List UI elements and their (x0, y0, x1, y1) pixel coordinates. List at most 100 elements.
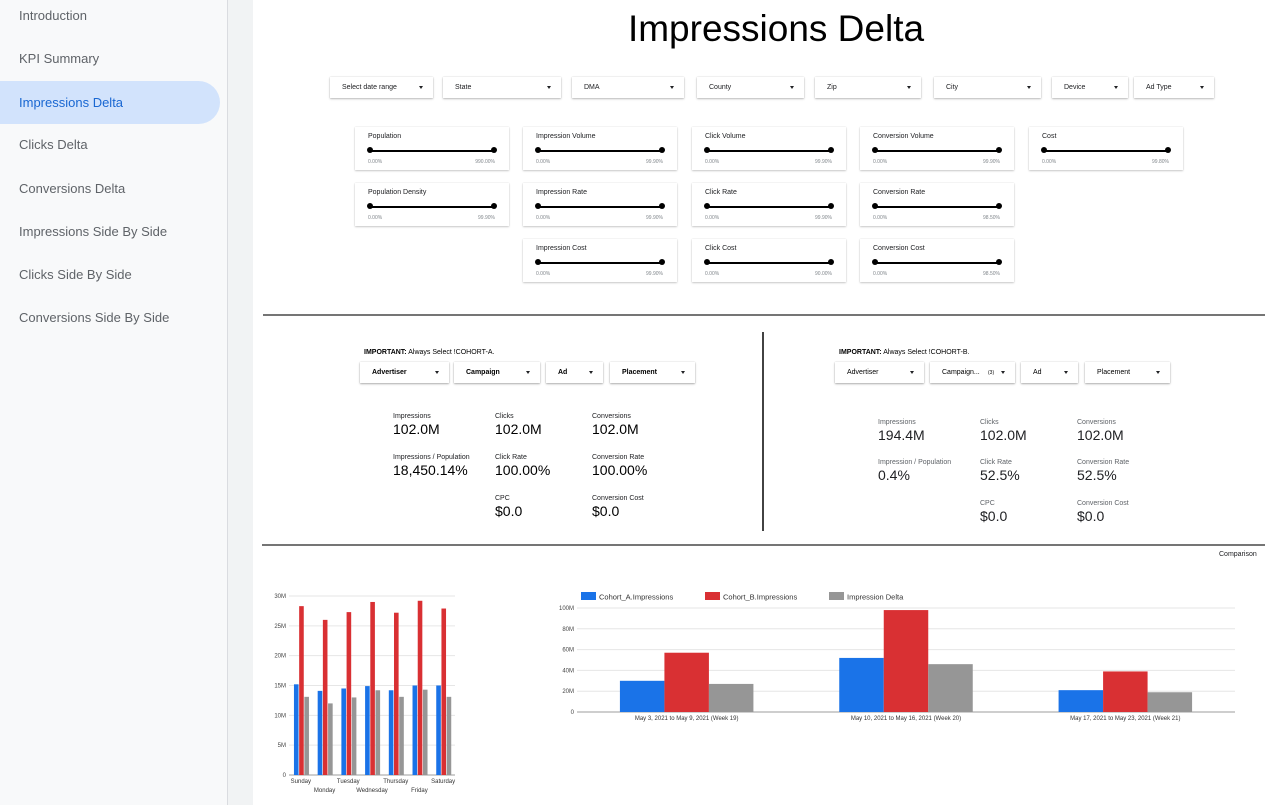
slider-min-handle[interactable] (535, 259, 541, 265)
nav-item-kpi-summary[interactable]: KPI Summary (19, 51, 100, 66)
cohort-b-placement-dropdown[interactable]: Placement (1085, 362, 1170, 383)
slider-max-handle[interactable] (828, 203, 834, 209)
cohort-a-placement-dropdown[interactable]: Placement (610, 362, 695, 383)
cost-slider[interactable]: Cost 0.00% 99.80% (1029, 127, 1183, 170)
nav-item-clicks-side-by-side[interactable]: Clicks Side By Side (19, 267, 132, 282)
state-dropdown[interactable]: State (443, 77, 561, 98)
slider-track (875, 206, 999, 208)
nav-item-clicks-delta[interactable]: Clicks Delta (19, 137, 88, 152)
bar (1147, 692, 1193, 712)
population-slider[interactable]: Population 0.00% 990.00% (355, 127, 509, 170)
slider-min-handle[interactable] (367, 203, 373, 209)
bar (446, 696, 452, 775)
y-tick-label: 5M (278, 743, 286, 749)
dropdown-label: Advertiser (372, 369, 407, 376)
bar (883, 610, 929, 712)
x-tick-label: Saturday (431, 779, 455, 785)
legend-label: Cohort_B.Impressions (723, 593, 797, 602)
slider-max-handle[interactable] (996, 147, 1002, 153)
cohort-b-ad-dropdown[interactable]: Ad (1021, 362, 1078, 383)
click-cost-slider[interactable]: Click Cost 0.00% 90.00% (692, 239, 846, 282)
county-dropdown[interactable]: County (697, 77, 804, 98)
dma-dropdown[interactable]: DMA (572, 77, 684, 98)
kpi-label: Impressions (393, 413, 431, 420)
population-density-slider[interactable]: Population Density 0.00% 99.90% (355, 183, 509, 226)
slider-min-handle[interactable] (1041, 147, 1047, 153)
slider-min-value: 0.00% (705, 271, 720, 277)
city-dropdown[interactable]: City (934, 77, 1041, 98)
date-range-label: Select date range (342, 84, 397, 91)
bar (293, 684, 299, 775)
x-tick-label: May 3, 2021 to May 9, 2021 (Week 19) (635, 716, 739, 722)
slider-min-handle[interactable] (872, 259, 878, 265)
slider-max-handle[interactable] (491, 203, 497, 209)
slider-max-handle[interactable] (491, 147, 497, 153)
cohort-b-advertiser-dropdown[interactable]: Advertiser (835, 362, 924, 383)
slider-max-handle[interactable] (659, 203, 665, 209)
slider-min-handle[interactable] (704, 259, 710, 265)
chevron-down-icon (547, 86, 551, 89)
slider-max-handle[interactable] (996, 203, 1002, 209)
note-text: Always Select !COHORT-A. (406, 349, 495, 356)
conversion-rate-slider[interactable]: Conversion Rate 0.00% 98.50% (860, 183, 1014, 226)
slider-min-value: 0.00% (873, 159, 888, 165)
slider-track (707, 262, 831, 264)
slider-track (538, 206, 662, 208)
slider-max-value: 98.50% (983, 271, 1000, 277)
conversion-cost-slider[interactable]: Conversion Cost 0.00% 98.50% (860, 239, 1014, 282)
cohort-b-click-rate-kpi: Click Rate 52.5% (980, 459, 1020, 483)
impression-volume-slider[interactable]: Impression Volume 0.00% 99.90% (523, 127, 677, 170)
cohort-a-campaign-dropdown[interactable]: Campaign (454, 362, 540, 383)
impression-cost-slider[interactable]: Impression Cost 0.00% 99.90% (523, 239, 677, 282)
slider-min-handle[interactable] (704, 203, 710, 209)
slider-min-handle[interactable] (872, 203, 878, 209)
cohort-a-advertiser-dropdown[interactable]: Advertiser (360, 362, 449, 383)
nav-item-introduction[interactable]: Introduction (19, 8, 87, 23)
bar (422, 689, 428, 775)
slider-min-handle[interactable] (704, 147, 710, 153)
device-label: Device (1064, 84, 1086, 91)
kpi-label: CPC (980, 500, 995, 507)
dropdown-label: Ad (1033, 369, 1042, 376)
device-dropdown[interactable]: Device (1052, 77, 1128, 98)
conversion-volume-slider[interactable]: Conversion Volume 0.00% 99.90% (860, 127, 1014, 170)
nav-item-conversions-side-by-side[interactable]: Conversions Side By Side (19, 310, 170, 325)
cohort-a-note: IMPORTANT: Always Select !COHORT-A. (364, 349, 494, 356)
impression-rate-slider[interactable]: Impression Rate 0.00% 99.90% (523, 183, 677, 226)
cohort-b-campaign-dropdown[interactable]: Campaign... (3) (930, 362, 1015, 383)
slider-max-handle[interactable] (996, 259, 1002, 265)
chevron-down-icon (1027, 86, 1031, 89)
county-label: County (709, 84, 732, 91)
slider-min-handle[interactable] (535, 203, 541, 209)
nav-item-impressions-side-by-side[interactable]: Impressions Side By Side (19, 224, 168, 239)
slider-min-handle[interactable] (535, 147, 541, 153)
kpi-value: 0.4% (878, 467, 910, 483)
slider-min-value: 0.00% (536, 271, 551, 277)
kpi-value: 194.4M (878, 427, 925, 443)
bar (1103, 671, 1148, 712)
slider-max-handle[interactable] (1165, 147, 1171, 153)
slider-max-handle[interactable] (828, 259, 834, 265)
cohort-a-ad-dropdown[interactable]: Ad (546, 362, 603, 383)
slider-min-handle[interactable] (367, 147, 373, 153)
date-range-dropdown[interactable]: Select date range (330, 77, 433, 98)
slider-track (538, 150, 662, 152)
nav-item-impressions-delta[interactable]: Impressions Delta (0, 81, 220, 124)
bar (365, 686, 370, 775)
slider-max-handle[interactable] (659, 147, 665, 153)
nav-item-conversions-delta[interactable]: Conversions Delta (19, 181, 126, 196)
dma-label: DMA (584, 84, 600, 91)
ad-type-dropdown[interactable]: Ad Type (1134, 77, 1214, 98)
zip-dropdown[interactable]: Zip (815, 77, 921, 98)
y-tick-label: 15M (274, 684, 286, 690)
slider-max-handle[interactable] (659, 259, 665, 265)
click-rate-slider[interactable]: Click Rate 0.00% 99.90% (692, 183, 846, 226)
slider-min-value: 0.00% (1042, 159, 1057, 165)
click-volume-slider[interactable]: Click Volume 0.00% 99.90% (692, 127, 846, 170)
kpi-value: $0.0 (495, 503, 523, 519)
x-tick-label: Monday (314, 788, 335, 794)
dropdown-label: Campaign (466, 369, 500, 376)
slider-max-handle[interactable] (828, 147, 834, 153)
slider-label: Click Rate (705, 189, 737, 196)
slider-min-handle[interactable] (872, 147, 878, 153)
